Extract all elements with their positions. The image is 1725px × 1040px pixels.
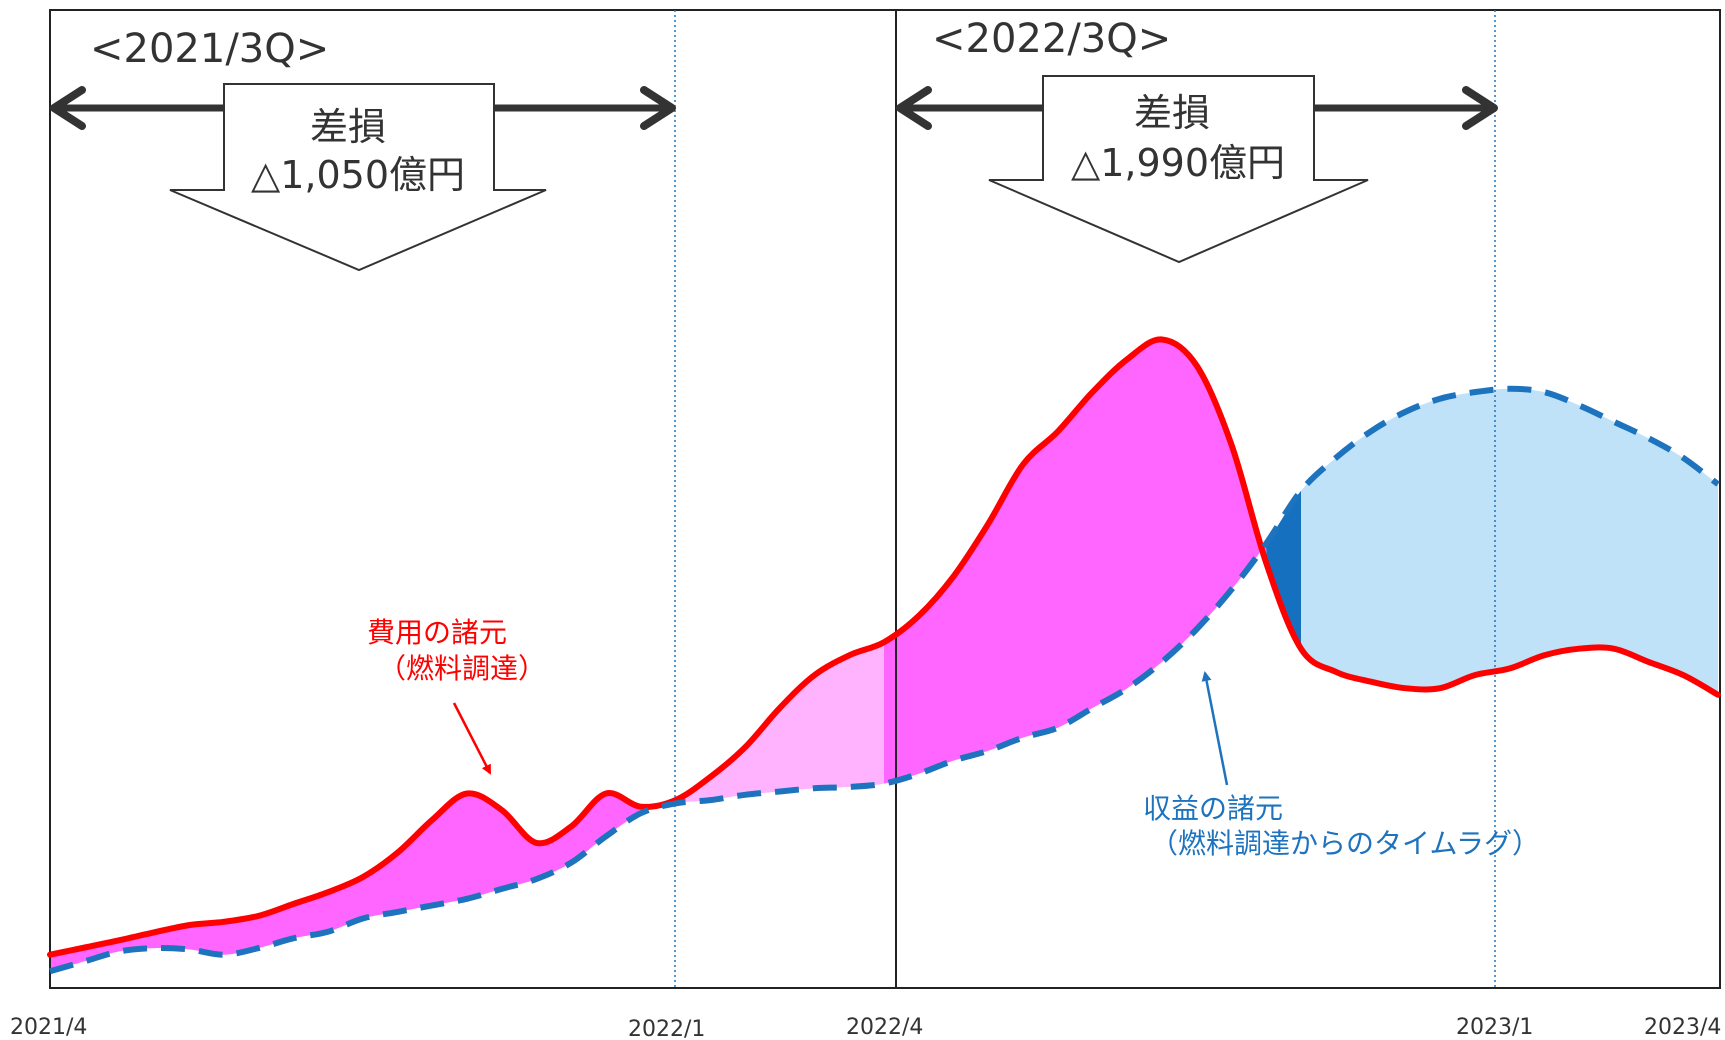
cost-annotation-pointer [452,702,492,775]
cost-annotation-line2: （燃料調達） [378,652,546,685]
period-range-arrowhead-right [640,86,676,130]
gain-region-2022q4 [1301,388,1718,695]
loss-callout-arrow-2022 [988,75,1369,264]
x-tick-label: 2021/4 [10,1015,87,1040]
loss-callout-title-2022: 差損 [1134,91,1210,135]
x-tick-label: 2023/4 [1644,1015,1721,1040]
loss-region-2022q1-3 [884,339,1267,784]
revenue-annotation-pointer [1201,671,1229,786]
series-line-cost [47,336,1721,958]
revenue-annotation-line2: （燃料調達からのタイムラグ） [1150,827,1540,860]
loss-region-2021q4 [675,642,884,804]
period-range-arrowhead-left-2022 [896,86,932,130]
period-range-arrowhead-left [50,86,86,130]
loss-callout-value-2022: △1,990億円 [1071,141,1285,185]
x-tick-label: 2022/4 [846,1015,923,1040]
loss-callout-value-2021: △1,050億円 [251,153,465,197]
loss-callout-title-2021: 差損 [310,105,386,149]
gap-fills [50,339,1718,972]
period-range-arrowhead-right-2022 [1462,86,1498,130]
x-tick-label: 2023/1 [1456,1015,1533,1040]
cost-annotation-line1: 費用の諸元 [367,616,507,649]
period-label-2022-3q: <2022/3Q> [932,16,1171,62]
period-label-2021-3q: <2021/3Q> [90,26,329,72]
loss-region-2021q1-3 [50,793,676,972]
x-tick-label: 2022/1 [628,1017,705,1040]
revenue-annotation-line1: 収益の諸元 [1143,792,1283,825]
loss-callout-arrow-2021 [169,83,547,272]
plot-frame [49,9,1721,989]
series-line-revenue [49,385,1720,975]
